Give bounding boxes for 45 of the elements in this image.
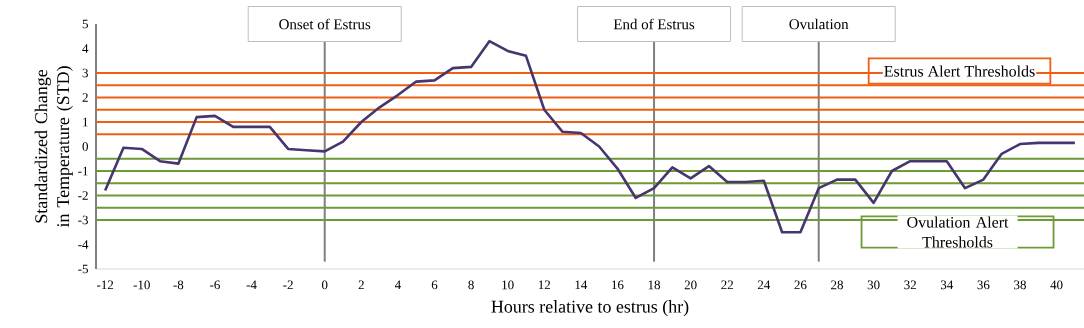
x-tick-label: 32 [904,280,916,290]
y-tick-label: 1 [83,117,88,127]
x-tick-label: 16 [612,280,624,290]
x-tick-label: 2 [358,280,364,290]
annotation: Estrus Alert Thresholds [884,65,1035,77]
x-tick-label: 6 [431,280,438,290]
x-tick-label: 10 [502,280,514,290]
y-tick-label: -1 [78,166,88,176]
y-tick-label: 2 [82,93,88,102]
x-tick-label: -2 [283,280,293,290]
x-tick-label: 28 [831,280,843,290]
x-tick-label: 30 [867,280,880,290]
x-tick-label: 4 [394,280,401,290]
x-axis-title: Hours relative to estrus (hr) [491,300,689,317]
x-tick-label: 18 [648,280,661,290]
x-tick-label: -4 [246,280,257,290]
y-axis-title: Standardized Change in Temperature (STD) [34,66,73,228]
ref-line-label: End of Estrus [613,18,695,30]
y-tick-label: -3 [78,215,88,225]
x-tick-label: 22 [721,280,733,290]
x-tick-label: 0 [321,280,328,290]
x-tick-label: -10 [133,280,150,290]
x-tick-label: 12 [538,280,551,290]
x-tick-label: 34 [940,280,954,290]
x-tick-label: 20 [684,280,697,290]
y-tick-label: -2 [78,191,88,200]
y-tick-label: 0 [82,142,88,151]
y-tick-label: -4 [78,240,89,249]
x-tick-label: 14 [575,280,588,290]
x-tick-label: -6 [210,280,220,290]
y-tick-label: 3 [82,68,88,78]
ref-line-label: Onset of Estrus [279,18,371,30]
x-tick-label: 26 [794,280,807,290]
x-tick-label: 40 [1050,280,1063,290]
annotation: Ovulation Alert Thresholds [907,216,1009,248]
x-tick-label: -8 [173,280,184,290]
x-tick-label: 38 [1014,280,1026,290]
x-tick-label: 24 [757,280,771,290]
y-tick-label: 5 [82,19,88,29]
x-tick-label: -12 [97,280,114,290]
x-tick-label: 36 [977,280,990,290]
x-tick-label: 8 [468,280,474,290]
ref-line-label: Ovulation [789,18,849,30]
y-tick-label: 4 [82,44,89,53]
y-tick-label: -5 [78,264,88,274]
